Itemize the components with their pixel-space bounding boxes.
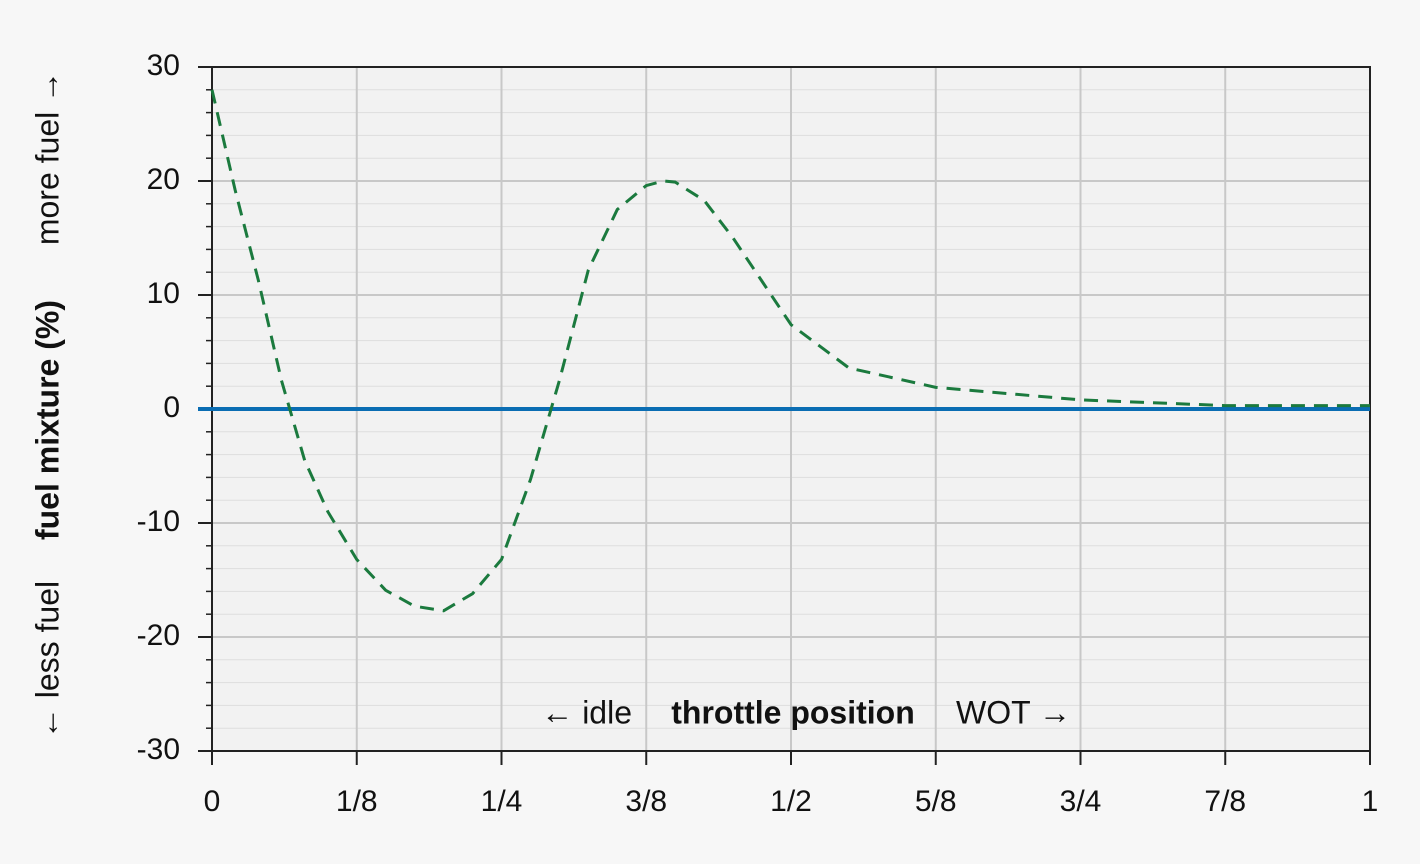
y-tick-label: 10 bbox=[147, 277, 180, 310]
y-label-left: ← less fuel bbox=[29, 581, 65, 739]
x-tick-label: 1/4 bbox=[481, 785, 523, 818]
x-tick-label: 1/2 bbox=[770, 785, 812, 818]
x-tick-label: 3/8 bbox=[625, 785, 667, 818]
x-label: throttle position bbox=[671, 694, 915, 730]
y-tick-label: -30 bbox=[137, 733, 180, 766]
y-tick-label: -20 bbox=[137, 619, 180, 652]
x-label-right: WOT → bbox=[956, 694, 1071, 730]
x-tick-label: 7/8 bbox=[1204, 785, 1246, 818]
data-line bbox=[210, 89, 1370, 613]
x-tick-label: 1 bbox=[1362, 785, 1379, 818]
y-label-right: more fuel → bbox=[29, 71, 65, 245]
x-tick-label: 0 bbox=[204, 785, 221, 818]
x-label-left: ← idle bbox=[541, 694, 632, 730]
y-tick-label: 30 bbox=[147, 49, 180, 82]
y-tick-label: 0 bbox=[163, 391, 180, 424]
y-label: fuel mixture (%) bbox=[29, 300, 65, 540]
x-tick-label: 3/4 bbox=[1060, 785, 1102, 818]
x-tick-label: 5/8 bbox=[915, 785, 957, 818]
x-tick-label: 1/8 bbox=[336, 785, 378, 818]
y-tick-label: 20 bbox=[147, 163, 180, 196]
y-tick-label: -10 bbox=[137, 505, 180, 538]
